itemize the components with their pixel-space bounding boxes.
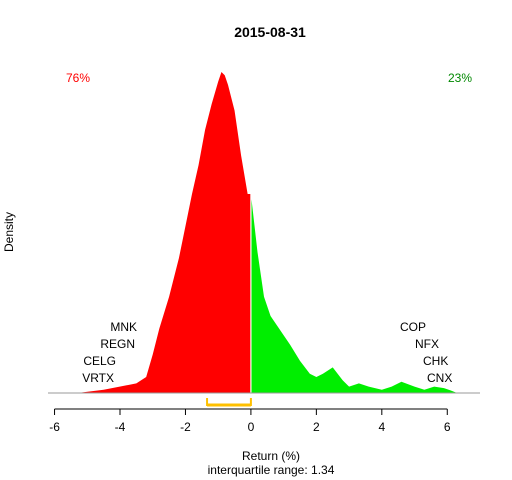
x-tick-label: -2 bbox=[180, 420, 191, 434]
right-tail-label: CHK bbox=[423, 354, 448, 368]
negative-density-area bbox=[77, 72, 251, 393]
y-axis-label: Density bbox=[2, 212, 16, 252]
iqr-bracket bbox=[206, 398, 252, 407]
x-tick-label: 0 bbox=[248, 420, 255, 434]
left-tail-labels: MNK REGN CELG VRTX bbox=[82, 320, 137, 385]
left-tail-label: MNK bbox=[110, 320, 137, 334]
positive-share-label: 23% bbox=[448, 71, 472, 85]
right-tail-label: NFX bbox=[415, 337, 439, 351]
right-tail-label: COP bbox=[400, 320, 426, 334]
x-tick-label: 2 bbox=[313, 420, 320, 434]
plot-area bbox=[77, 72, 458, 393]
positive-density-area bbox=[250, 193, 458, 393]
x-tick-label: 4 bbox=[378, 420, 385, 434]
left-tail-label: CELG bbox=[83, 354, 116, 368]
x-tick-label: -6 bbox=[49, 420, 60, 434]
iqr-label: interquartile range: 1.34 bbox=[208, 463, 335, 477]
x-tick-label: -4 bbox=[115, 420, 126, 434]
x-axis-label: Return (%) bbox=[242, 449, 300, 463]
left-tail-label: VRTX bbox=[82, 371, 114, 385]
negative-share-label: 76% bbox=[66, 71, 90, 85]
x-axis: -6 -4 -2 0 2 4 6 bbox=[49, 408, 451, 434]
chart-title: 2015-08-31 bbox=[234, 24, 306, 40]
left-tail-label: REGN bbox=[100, 337, 135, 351]
right-tail-label: CNX bbox=[427, 371, 452, 385]
x-tick-label: 6 bbox=[444, 420, 451, 434]
right-tail-labels: COP NFX CHK CNX bbox=[400, 320, 452, 385]
